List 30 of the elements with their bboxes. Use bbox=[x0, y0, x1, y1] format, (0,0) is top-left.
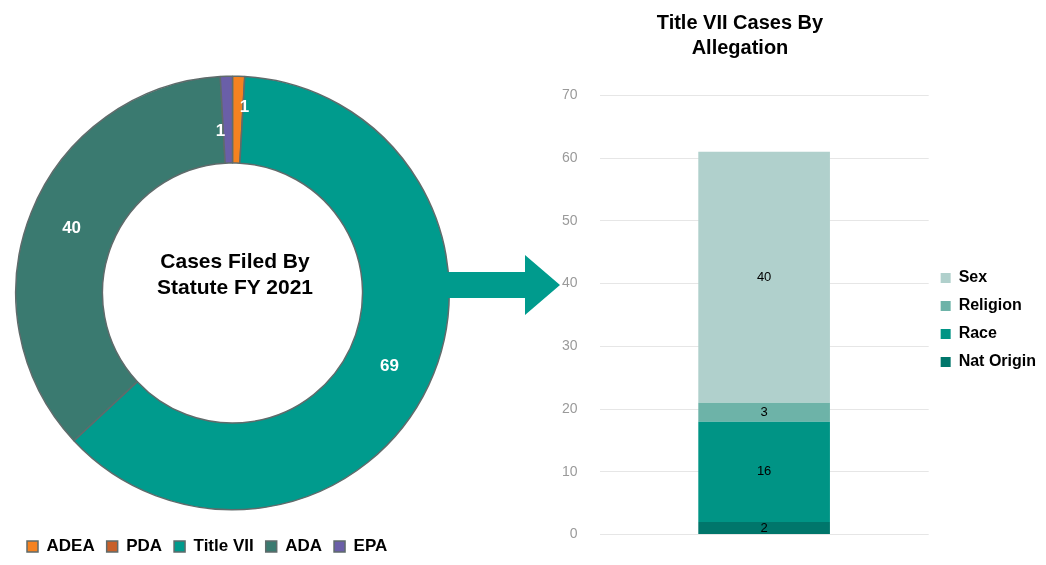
data-label: 1 bbox=[215, 121, 226, 141]
legend-label: Title VII bbox=[193, 536, 254, 556]
legend-label: ADEA bbox=[46, 536, 95, 556]
legend-label: Sex bbox=[958, 268, 988, 286]
legend-label: Religion bbox=[958, 296, 1022, 314]
legend-label: EPA bbox=[353, 536, 388, 556]
y-tick-label: 70 bbox=[561, 86, 578, 103]
legend-label: ADA bbox=[285, 536, 323, 556]
data-label: 16 bbox=[756, 463, 772, 479]
y-tick-label: 20 bbox=[561, 399, 578, 416]
y-tick-label: 40 bbox=[561, 274, 578, 291]
legend-label: Nat Origin bbox=[958, 352, 1037, 370]
data-label: 3 bbox=[760, 403, 768, 419]
bar bbox=[698, 151, 830, 403]
y-tick-label: 10 bbox=[561, 462, 578, 479]
bar bbox=[698, 421, 830, 523]
legend-label: Race bbox=[958, 324, 998, 342]
y-tick-label: 0 bbox=[569, 525, 578, 542]
y-tick-label: 50 bbox=[561, 211, 578, 228]
y-tick-label: 30 bbox=[561, 337, 578, 354]
bar bbox=[698, 402, 830, 422]
legend-label: PDA bbox=[126, 536, 163, 556]
data-label: 69 bbox=[380, 356, 399, 376]
bar bbox=[698, 522, 830, 535]
text: Cases Filed By Statute FY 2021 bbox=[156, 248, 314, 300]
data-label: 2 bbox=[760, 519, 768, 535]
y-tick-label: 60 bbox=[561, 149, 578, 165]
chart-title: Title VII Cases By Allegation bbox=[655, 10, 825, 60]
data-label: 40 bbox=[756, 268, 772, 284]
data-label: 40 bbox=[62, 218, 82, 238]
